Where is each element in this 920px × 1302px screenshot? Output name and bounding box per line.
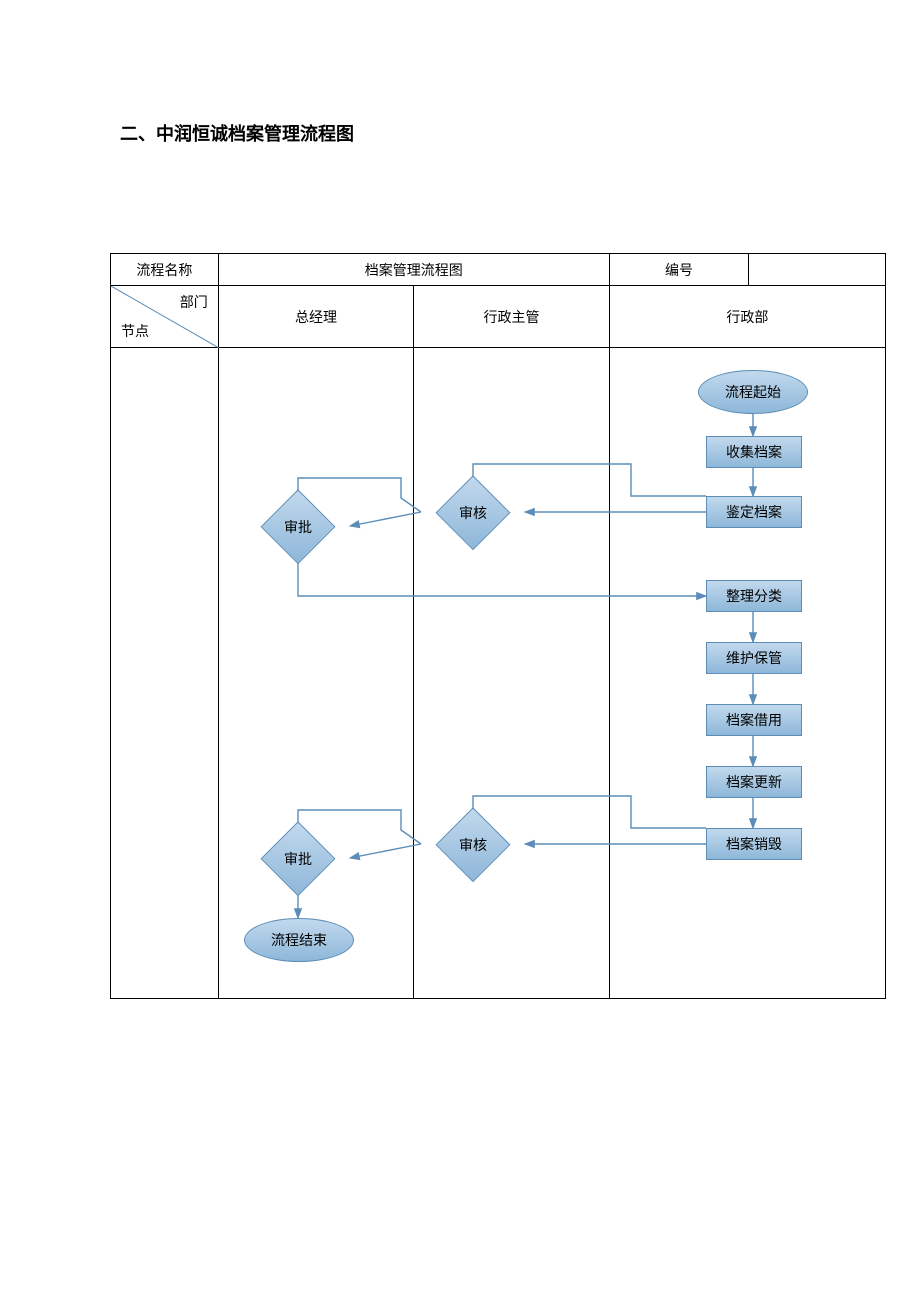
process-title: 档案管理流程图 bbox=[219, 254, 610, 286]
column-admin-supervisor: 行政主管 bbox=[414, 286, 610, 348]
node-header-label: 节点 bbox=[121, 321, 149, 341]
process-name-label: 流程名称 bbox=[111, 254, 219, 286]
swimlane-body bbox=[111, 348, 885, 998]
node-axis-cell bbox=[111, 348, 219, 998]
header-row-1: 流程名称 档案管理流程图 编号 bbox=[111, 254, 885, 286]
column-admin-dept: 行政部 bbox=[610, 286, 885, 348]
page-title: 二、中润恒诚档案管理流程图 bbox=[120, 120, 354, 146]
number-value bbox=[749, 254, 885, 286]
column-general-manager: 总经理 bbox=[219, 286, 415, 348]
diagonal-header-cell: 部门 节点 bbox=[111, 286, 219, 348]
lane-general-manager bbox=[219, 348, 415, 998]
number-label: 编号 bbox=[610, 254, 750, 286]
flowchart-table: 流程名称 档案管理流程图 编号 部门 节点 总经理 行政主管 行政部 bbox=[110, 253, 886, 999]
header-row-2: 部门 节点 总经理 行政主管 行政部 bbox=[111, 286, 885, 348]
lane-admin-dept bbox=[610, 348, 885, 998]
dept-header-label: 部门 bbox=[180, 292, 208, 312]
lane-admin-supervisor bbox=[414, 348, 610, 998]
